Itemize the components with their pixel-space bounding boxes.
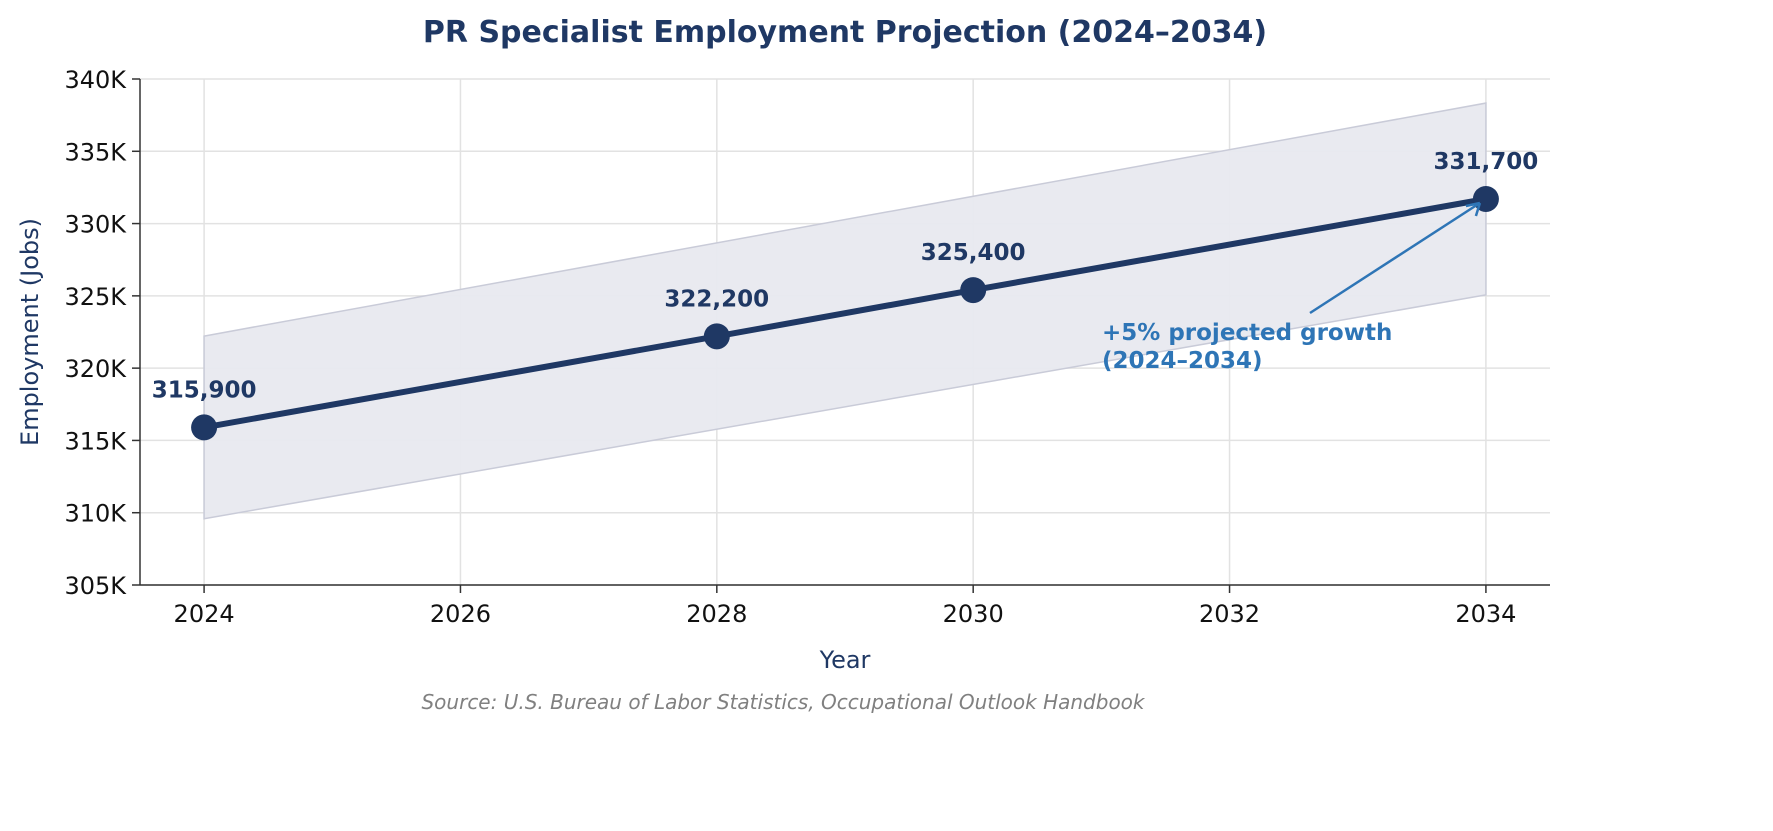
annotation-line-1: +5% projected growth [1102, 320, 1392, 346]
x-tick-label: 2024 [174, 600, 235, 628]
x-tick-label: 2026 [430, 600, 491, 628]
x-tick-label: 2034 [1455, 600, 1516, 628]
axes: 305K 310K 315K 320K 325K 330K 335K 340K 2024 2026… [64, 66, 1550, 628]
data-label: 325,400 [921, 240, 1026, 266]
x-tick-label: 2028 [686, 600, 747, 628]
data-point [191, 414, 218, 441]
employment-line [203, 196, 1487, 431]
data-label: 331,700 [1434, 149, 1539, 175]
arrowhead-icon [1465, 201, 1482, 217]
y-tick-label: 325K [64, 283, 127, 311]
source-note: Source: U.S. Bureau of Labor Statistics,… [421, 690, 1145, 714]
data-point [703, 323, 730, 350]
x-tick-label: 2032 [1199, 600, 1260, 628]
series: 315,900 322,200 325,400 331,700 [152, 149, 1539, 441]
annotation-arrow [1309, 201, 1481, 315]
y-axis-label: Employment (Jobs) [16, 218, 44, 446]
data-point [960, 277, 987, 304]
y-tick-label: 335K [64, 138, 127, 166]
data-label: 315,900 [152, 377, 257, 403]
y-tick-label: 315K [64, 427, 127, 455]
data-point [1472, 185, 1499, 212]
y-tick-label: 305K [64, 572, 127, 600]
chart-title: PR Specialist Employment Projection (202… [423, 15, 1267, 50]
y-tick-label: 310K [64, 500, 127, 528]
data-label: 322,200 [664, 286, 769, 312]
x-axis-label: Year [819, 646, 871, 674]
y-tick-label: 340K [64, 66, 127, 94]
growth-annotation: +5% projected growth (2024–2034) [1102, 201, 1482, 374]
x-tick-label: 2030 [943, 600, 1004, 628]
y-tick-label: 330K [64, 211, 127, 239]
annotation-line-2: (2024–2034) [1102, 348, 1263, 374]
y-tick-label: 320K [64, 355, 127, 383]
